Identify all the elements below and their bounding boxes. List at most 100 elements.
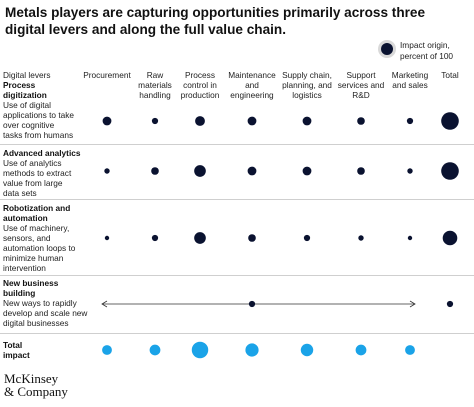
legend-marker [381, 43, 393, 55]
bubble-total-impact-marketing-and-sales [405, 345, 415, 355]
logo-line1: McKinsey [4, 371, 59, 386]
row-title-line: impact [3, 350, 30, 360]
column-header-line: Maintenance [228, 70, 276, 80]
bubble-process-digitization-raw-materials-handling [151, 117, 159, 125]
row-desc-line: intervention [3, 263, 46, 273]
mckinsey-logo: McKinsey & Company [4, 372, 68, 398]
row-separator [0, 275, 474, 276]
row-title-line: building [3, 288, 36, 298]
bubble-process-digitization-supply-chain-planning-and-logistics [302, 116, 312, 126]
row-title-line: Total [3, 340, 23, 350]
bubble-robotization-and-automation-raw-materials-handling [151, 234, 159, 242]
bubble-robotization-and-automation-maintenance-and-engineering [248, 234, 256, 242]
row-description-robotization: Use of machinery, sensors, and automatio… [3, 223, 75, 273]
row-title-robotization: Robotization and automation [3, 203, 70, 223]
column-header-line: and [245, 80, 259, 90]
column-header-line: and sales [392, 80, 428, 90]
row-desc-line: methods to extract [3, 168, 72, 178]
row-desc-line: data sets [3, 188, 37, 198]
bubble-advanced-analytics-total [441, 162, 459, 180]
row-title-line: automation [3, 213, 48, 223]
column-header-line: control in [183, 80, 217, 90]
row-desc-line: Use of digital [3, 100, 51, 110]
arrowhead-left [101, 300, 108, 308]
row-description-process-digitization: Use of digital applications to take over… [3, 100, 74, 140]
row-desc-line: sensors, and [3, 233, 51, 243]
row-description-advanced-analytics: Use of analytics methods to extract valu… [3, 158, 71, 198]
bubble-total-impact-procurement [102, 345, 112, 355]
bubble-new-business-building-maintenance-and-engineering [248, 300, 256, 308]
row-title-line: digitization [3, 90, 47, 100]
chart-title: Metals players are capturing opportuniti… [5, 5, 426, 37]
column-header-line: Support [346, 70, 376, 80]
column-header-raw-materials: Raw materials handling [138, 70, 172, 100]
row-title-line: Advanced analytics [3, 148, 81, 158]
column-header-line: engineering [230, 90, 274, 100]
column-header-line: R&D [352, 90, 370, 100]
column-header-line: Supply chain, [282, 70, 332, 80]
column-header-process-control: Process control in production [181, 70, 220, 100]
bubble-robotization-and-automation-process-control-in-production [194, 232, 206, 244]
row-title-total-impact: Total impact [3, 340, 30, 360]
bubble-process-digitization-maintenance-and-engineering [247, 116, 257, 126]
legend-label-line1: Impact origin, [400, 40, 450, 50]
bubble-advanced-analytics-raw-materials-handling [151, 167, 159, 175]
bubble-new-business-building-total [446, 300, 454, 308]
column-header-procurement: Procurement [83, 70, 131, 80]
column-header-line: materials [138, 80, 172, 90]
row-desc-line: value from large [3, 178, 63, 188]
column-header-line: Raw [146, 70, 164, 80]
column-header-line: Marketing [391, 70, 429, 80]
column-header-line: services and [337, 80, 385, 90]
row-title-line: New business [3, 278, 59, 288]
bubble-total-impact-process-control-in-production [191, 341, 209, 359]
column-header-supply-chain: Supply chain, planning, and logistics [282, 70, 332, 100]
row-title-new-business: New business building [3, 278, 58, 298]
column-header-line: Process [185, 70, 215, 80]
row-desc-line: over cognitive [3, 120, 55, 130]
arrowhead-right [409, 300, 416, 308]
bubble-total-impact-raw-materials-handling [149, 344, 161, 356]
column-header-line: Procurement [83, 70, 131, 80]
column-header-line: handling [139, 90, 171, 100]
legend-label-line2: percent of 100 [400, 50, 454, 61]
bubble-total-impact-supply-chain-planning-and-logistics [300, 343, 314, 357]
bubble-robotization-and-automation-total [442, 230, 458, 246]
row-desc-line: New ways to rapidly [3, 298, 77, 308]
row-separator [0, 144, 474, 145]
row-desc-line: tasks from humans [3, 130, 74, 140]
row-title-line: Robotization and [3, 203, 71, 213]
column-header-support-services: Support services and R&D [338, 70, 385, 100]
column-header-line: logistics [292, 90, 322, 100]
legend-label: Impact origin, percent of 100 [400, 40, 453, 61]
bubble-robotization-and-automation-support-services-and-r-d [358, 235, 364, 241]
row-description-new-business: New ways to rapidly develop and scale ne… [3, 298, 87, 328]
bubble-total-impact-maintenance-and-engineering [245, 343, 259, 357]
row-desc-line: automation loops to [3, 243, 76, 253]
bubble-advanced-analytics-marketing-and-sales [407, 168, 413, 174]
bubble-advanced-analytics-process-control-in-production [194, 165, 206, 177]
bubble-process-digitization-procurement [102, 116, 112, 126]
row-separator [0, 333, 474, 334]
bubble-advanced-analytics-support-services-and-r-d [357, 167, 365, 175]
row-title-advanced-analytics: Advanced analytics [3, 148, 80, 158]
bubble-robotization-and-automation-marketing-and-sales [407, 235, 413, 241]
row-desc-line: develop and scale new [3, 308, 88, 318]
column-header-maintenance: Maintenance and engineering [228, 70, 276, 100]
bubble-process-digitization-marketing-and-sales [406, 117, 414, 125]
digital-levers-header: Digital levers [3, 70, 51, 80]
bubble-total-impact-support-services-and-r-d [355, 344, 367, 356]
column-header-line: Total [441, 70, 459, 80]
bubble-advanced-analytics-maintenance-and-engineering [247, 166, 257, 176]
bubble-process-digitization-support-services-and-r-d [357, 117, 365, 125]
bubble-advanced-analytics-procurement [104, 168, 110, 174]
column-header-marketing: Marketing and sales [392, 70, 428, 90]
bubble-robotization-and-automation-supply-chain-planning-and-logistics [303, 234, 311, 242]
column-header-line: planning, and [282, 80, 332, 90]
column-header-total: Total [441, 70, 459, 80]
bubble-robotization-and-automation-procurement [104, 235, 110, 241]
row-title-process-digitization: Process digitization [3, 80, 47, 100]
row-desc-line: Use of analytics [3, 158, 62, 168]
bubble-process-digitization-total [441, 112, 459, 130]
